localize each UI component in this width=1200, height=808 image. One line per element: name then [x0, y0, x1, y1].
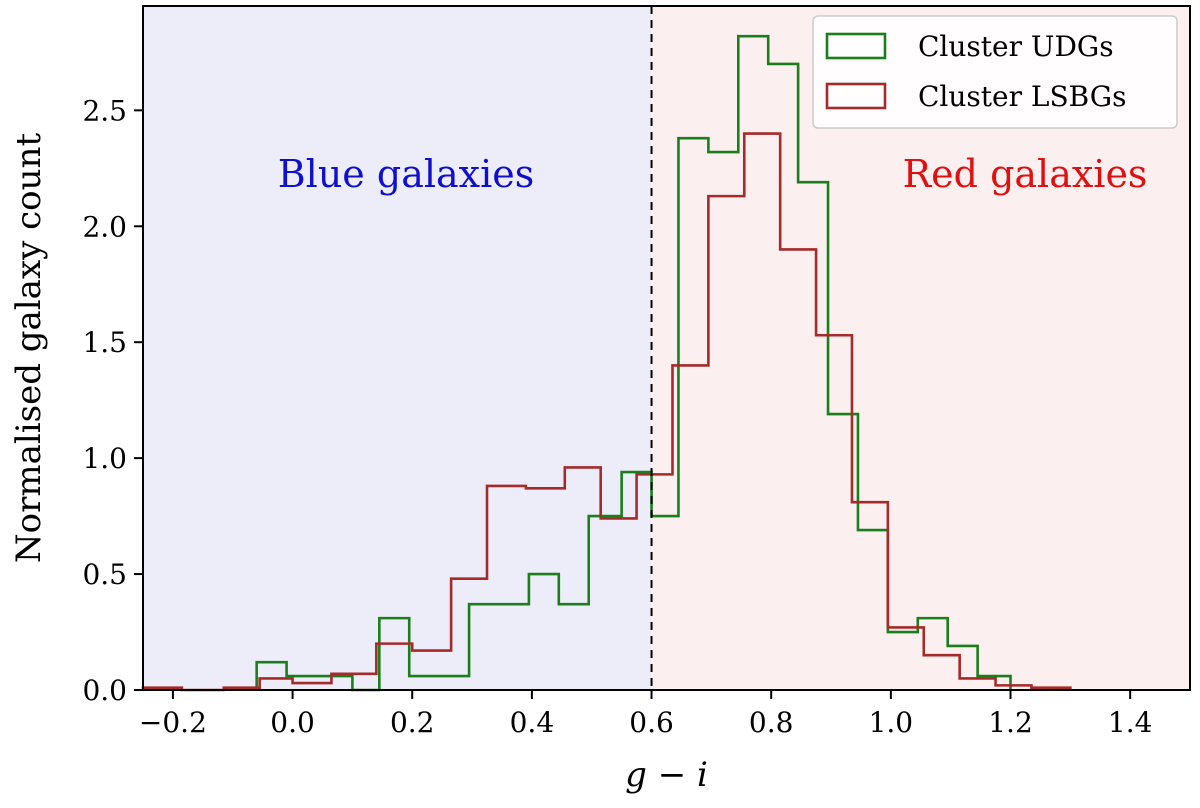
x-axis: −0.2 0.0 0.2 0.4 0.6 0.8 1.0 1.2 1.4	[139, 690, 1153, 739]
legend: Cluster UDGs Cluster LSBGs	[812, 15, 1178, 129]
y-tick-label: 0.0	[82, 674, 127, 707]
region-background-blue	[143, 6, 652, 690]
plot-frame	[142, 5, 1191, 691]
x-tick-label: 0.6	[629, 706, 674, 739]
y-tick-label: 1.0	[82, 442, 127, 475]
x-tick-label: 1.4	[1108, 706, 1153, 739]
y-tick-label: 1.5	[82, 326, 127, 359]
histogram-series-lsbgs	[141, 132, 1072, 692]
y-axis-label: Normalised galaxy count	[9, 133, 49, 564]
legend-swatch	[825, 82, 887, 110]
legend-label: Cluster UDGs	[918, 30, 1114, 63]
legend-label: Cluster LSBGs	[918, 80, 1127, 113]
blue-galaxies-label: Blue galaxies	[278, 152, 534, 196]
x-tick-label: −0.2	[139, 706, 207, 739]
x-axis-label: g − i	[625, 755, 708, 795]
region-labels-layer: Blue galaxies Red galaxies	[278, 152, 1148, 196]
y-tick-label: 0.5	[82, 558, 127, 591]
x-tick-label: 0.4	[510, 706, 555, 739]
y-tick-label: 2.0	[82, 210, 127, 243]
red-galaxies-label: Red galaxies	[903, 152, 1148, 196]
x-tick-label: 0.8	[749, 706, 794, 739]
x-tick-label: 0.0	[270, 706, 315, 739]
legend-swatch	[825, 32, 887, 60]
x-tick-label: 1.2	[988, 706, 1033, 739]
x-tick-label: 1.0	[869, 706, 914, 739]
legend-box	[812, 15, 1178, 129]
x-tick-label: 0.2	[390, 706, 435, 739]
y-tick-label: 2.5	[82, 94, 127, 127]
y-axis: 0.0 0.5 1.0 1.5 2.0 2.5	[82, 94, 143, 707]
